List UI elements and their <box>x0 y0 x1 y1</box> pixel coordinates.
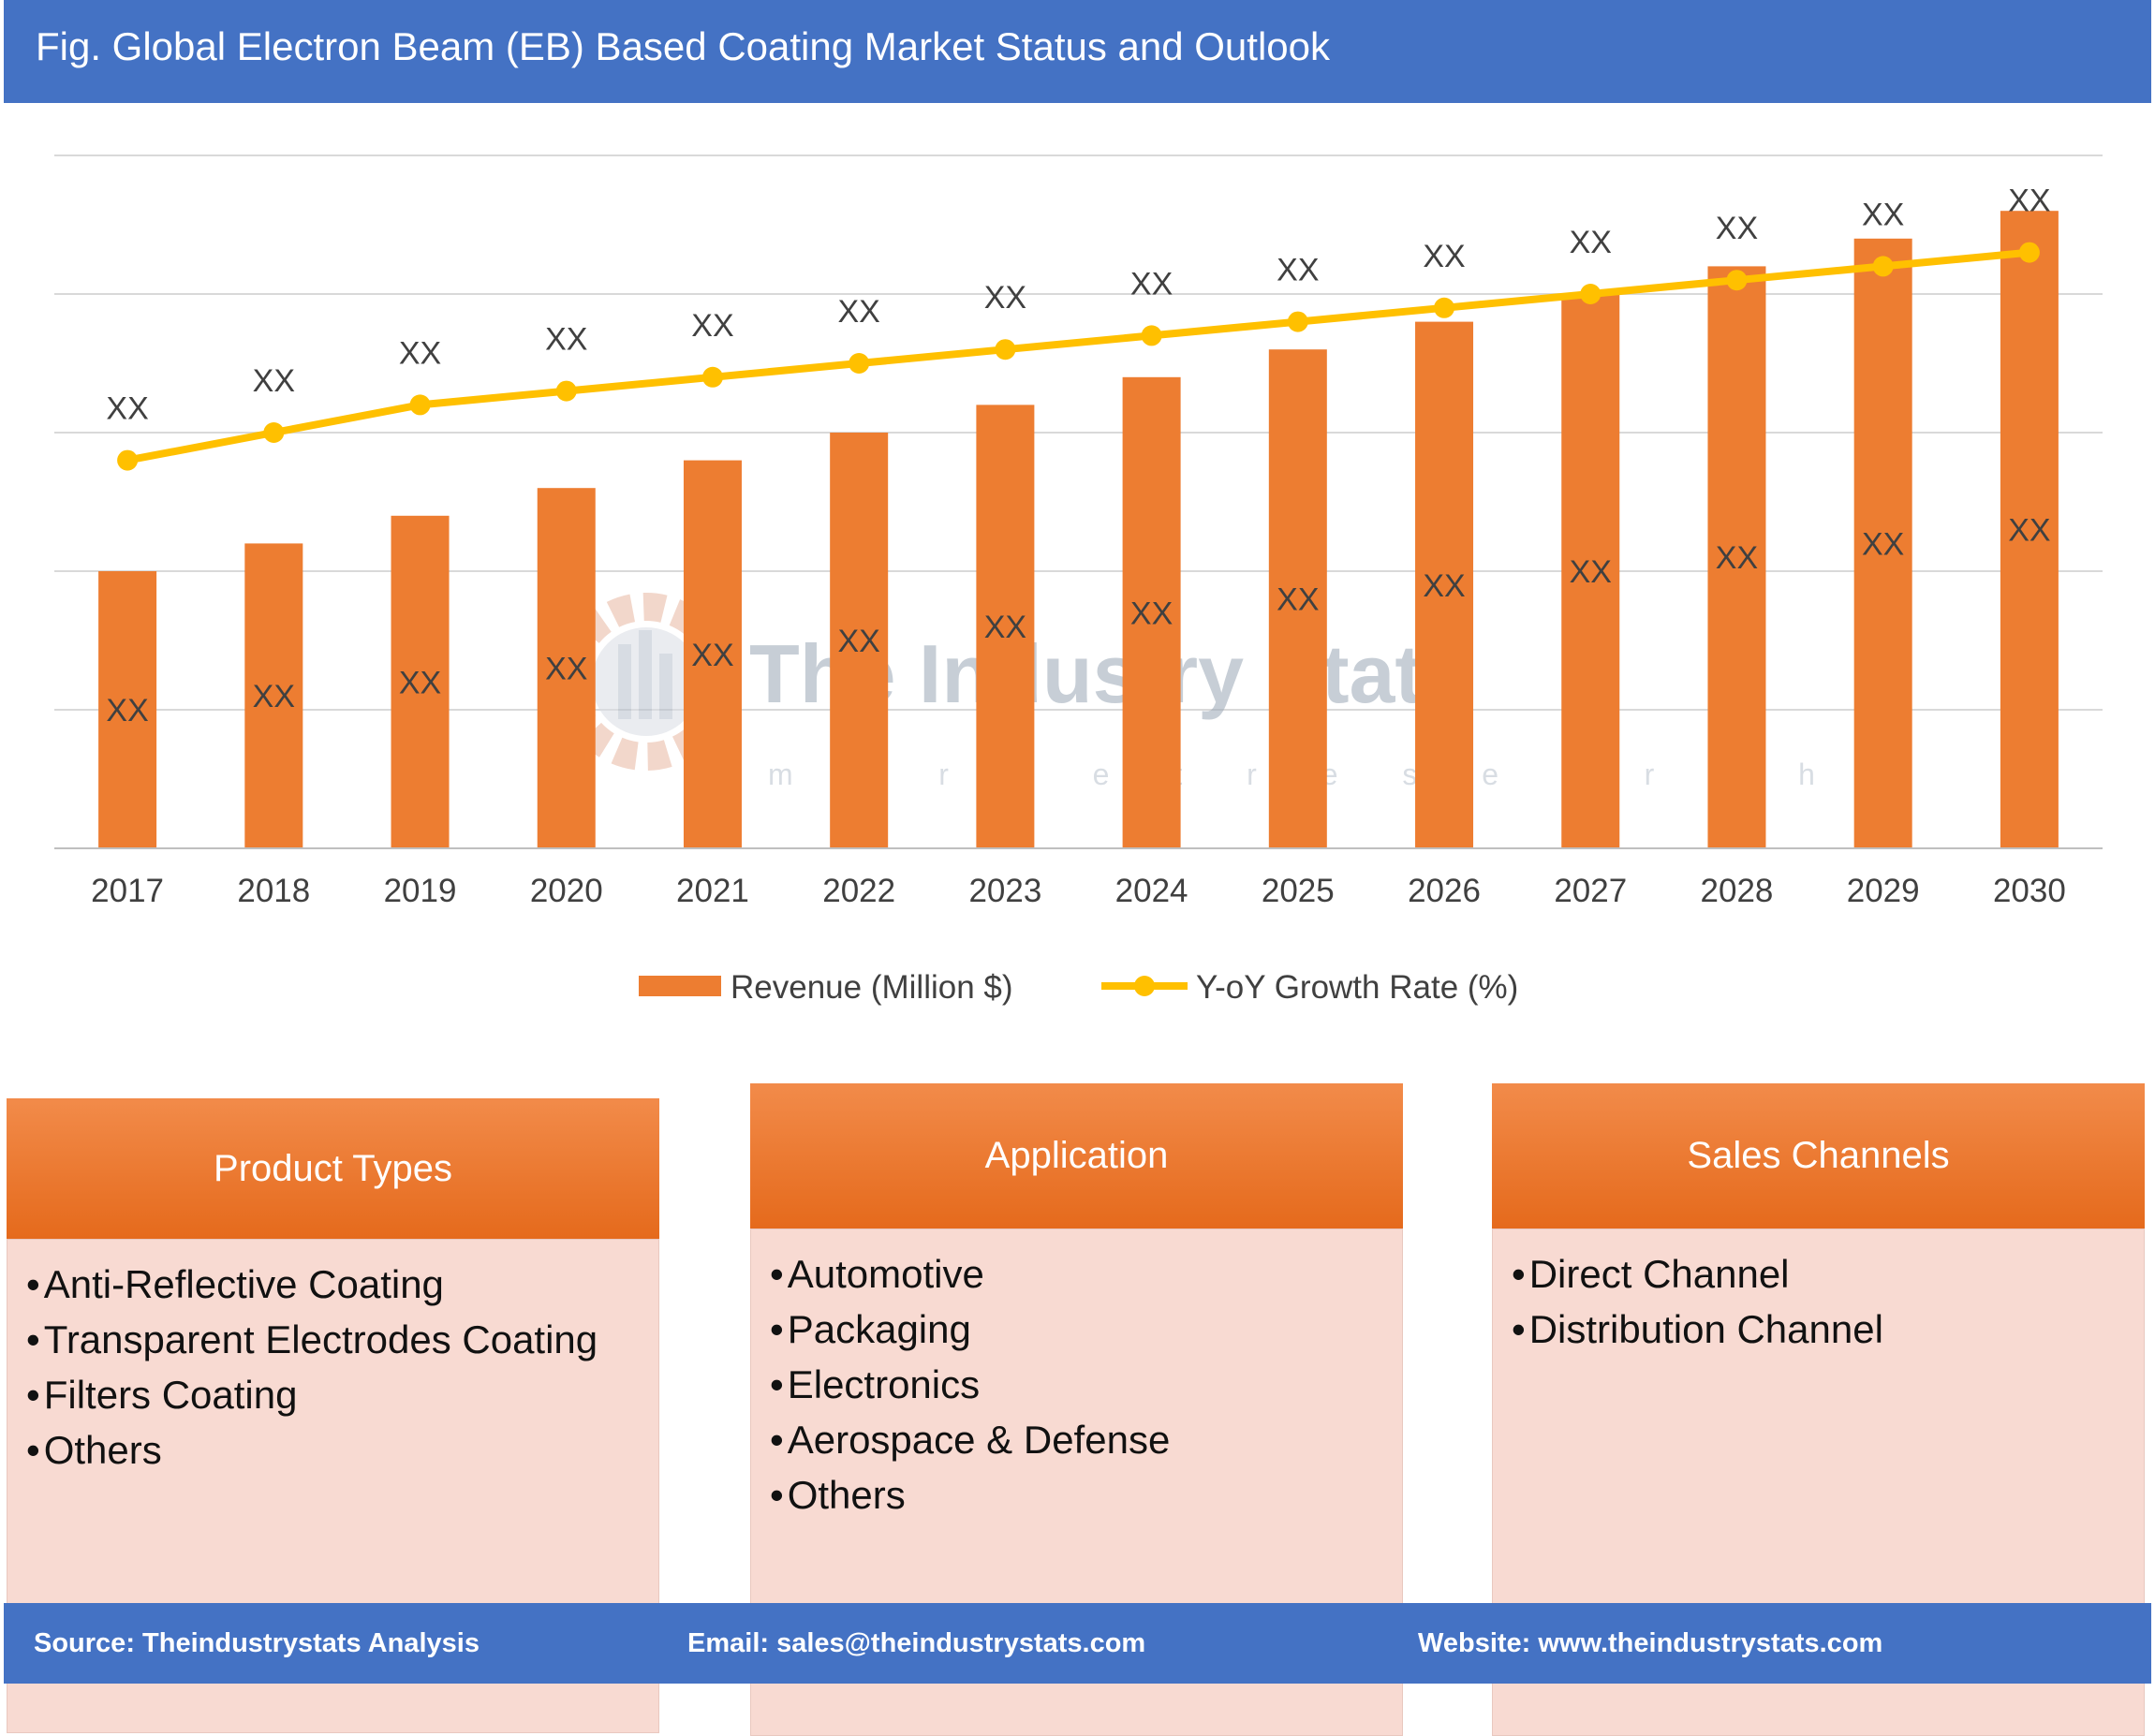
x-tick-label: 2017 <box>91 873 164 909</box>
growth-rate-data-label: XX <box>984 280 1026 316</box>
revenue-bar <box>1707 266 1766 848</box>
x-tick-label: 2022 <box>822 873 895 909</box>
growth-rate-point <box>2018 242 2040 263</box>
growth-rate-data-label: XX <box>1862 197 1904 232</box>
revenue-bar <box>537 488 596 848</box>
growth-rate-point <box>1726 270 1748 291</box>
growth-rate-data-label: XX <box>1570 225 1612 260</box>
growth-rate-data-label: XX <box>2008 184 2050 219</box>
list-item: Distribution Channel <box>1512 1302 2144 1357</box>
growth-rate-point <box>701 366 723 388</box>
growth-rate-point <box>409 394 431 416</box>
revenue-data-label: XX <box>984 610 1026 645</box>
revenue-data-label: XX <box>545 652 587 687</box>
x-tick-label: 2028 <box>1701 873 1774 909</box>
list-item: Automotive <box>770 1246 1402 1302</box>
revenue-bar <box>1853 238 1912 849</box>
list-item: Packaging <box>770 1302 1402 1357</box>
legend-growth-marker <box>1134 976 1155 996</box>
list-item: Others <box>770 1467 1402 1523</box>
footer-website[interactable]: Website: www.theindustrystats.com <box>1418 1628 1883 1658</box>
revenue-data-label: XX <box>253 679 295 714</box>
product-types-box: Product Types Anti-Reflective CoatingTran… <box>7 1098 659 1733</box>
list-item: Electronics <box>770 1357 1402 1412</box>
growth-rate-data-label: XX <box>837 294 879 330</box>
revenue-data-label: XX <box>837 624 879 659</box>
x-tick-label: 2020 <box>530 873 603 909</box>
growth-rate-data-label: XX <box>253 363 295 399</box>
watermark-logo: The Industry Stats m a r k e t r e s e a… <box>557 593 1815 791</box>
revenue-data-label: XX <box>399 665 441 700</box>
revenue-data-label: XX <box>1862 526 1904 562</box>
application-heading: Application <box>750 1083 1403 1228</box>
chart-legend: Revenue (Million $) Y-oY Growth Rate (%) <box>639 969 1518 1006</box>
legend-growth-label: Y-oY Growth Rate (%) <box>1196 969 1518 1006</box>
revenue-bar <box>1268 349 1327 848</box>
growth-rate-data-label: XX <box>1423 239 1465 274</box>
x-tick-label: 2023 <box>968 873 1041 909</box>
footer-email[interactable]: Email: sales@theindustrystats.com <box>687 1628 1146 1658</box>
x-tick-label: 2018 <box>237 873 310 909</box>
growth-rate-point <box>849 353 870 374</box>
x-tick-label: 2024 <box>1115 873 1188 909</box>
revenue-data-label: XX <box>1130 596 1173 631</box>
growth-rate-point <box>263 422 285 443</box>
growth-rate-point <box>555 380 577 402</box>
revenue-data-label: XX <box>1570 554 1612 590</box>
revenue-data-label: XX <box>1423 568 1465 604</box>
x-tick-label: 2027 <box>1554 873 1627 909</box>
revenue-bar <box>976 405 1035 848</box>
x-tick-label: 2029 <box>1847 873 1920 909</box>
revenue-bar <box>830 433 889 848</box>
revenue-bar <box>683 460 742 848</box>
list-item: Anti-Reflective Coating <box>26 1257 658 1312</box>
growth-rate-point <box>995 339 1016 360</box>
revenue-bar <box>2000 211 2059 848</box>
growth-rate-point <box>1141 325 1162 346</box>
figure-title: Fig. Global Electron Beam (EB) Based Coa… <box>4 0 2151 103</box>
growth-rate-data-label: XX <box>1716 211 1758 246</box>
growth-rate-point <box>1580 284 1601 304</box>
growth-rate-data-label: XX <box>106 391 148 427</box>
revenue-bar <box>1561 294 1620 848</box>
growth-rate-data-label: XX <box>691 308 733 344</box>
product-types-heading: Product Types <box>7 1098 659 1239</box>
growth-rate-point <box>1287 311 1308 332</box>
list-item: Filters Coating <box>26 1367 658 1422</box>
sales-channels-heading: Sales Channels <box>1492 1083 2145 1228</box>
legend-revenue-swatch <box>639 976 721 996</box>
revenue-bar <box>1122 376 1181 848</box>
growth-rate-data-label: XX <box>1130 266 1173 302</box>
growth-rate-point <box>1872 256 1894 277</box>
legend-revenue-label: Revenue (Million $) <box>731 969 1013 1006</box>
x-tick-label: 2026 <box>1408 873 1481 909</box>
growth-rate-data-label: XX <box>1277 253 1319 288</box>
revenue-growth-chart: The Industry Stats m a r k e t r e s e a… <box>54 154 2103 1006</box>
x-tick-label: 2025 <box>1262 873 1335 909</box>
revenue-data-label: XX <box>2008 513 2050 549</box>
revenue-bar <box>391 515 450 848</box>
growth-rate-point <box>1434 297 1455 318</box>
growth-rate-line <box>126 248 2030 464</box>
revenue-bar <box>1415 321 1474 849</box>
list-item: Aerospace & Defense <box>770 1412 1402 1467</box>
revenue-bar <box>244 543 303 848</box>
footer-bar: Source: Theindustrystats Analysis Email:… <box>4 1603 2151 1684</box>
x-tick-label: 2030 <box>1993 873 2066 909</box>
x-tick-label: 2021 <box>676 873 749 909</box>
revenue-data-label: XX <box>691 638 733 673</box>
x-tick-label: 2019 <box>384 873 457 909</box>
list-item: Transparent Electrodes Coating <box>26 1312 658 1367</box>
footer-source: Source: Theindustrystats Analysis <box>34 1628 480 1658</box>
growth-rate-data-label: XX <box>545 322 587 358</box>
list-item: Others <box>26 1422 658 1478</box>
list-item: Direct Channel <box>1512 1246 2144 1302</box>
revenue-data-label: XX <box>1277 582 1319 618</box>
growth-rate-data-label: XX <box>399 335 441 371</box>
revenue-data-label: XX <box>106 693 148 728</box>
revenue-bar <box>98 571 157 848</box>
revenue-data-label: XX <box>1716 540 1758 576</box>
growth-rate-point <box>117 449 139 471</box>
